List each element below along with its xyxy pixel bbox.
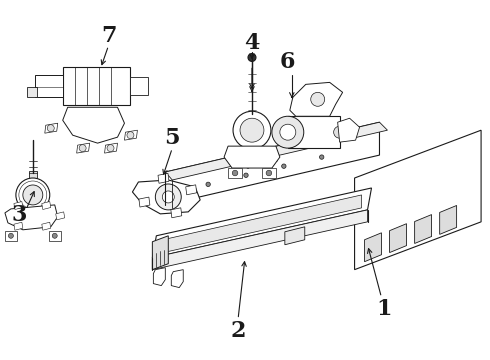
Bar [29, 171, 37, 179]
Text: 4: 4 [245, 32, 260, 54]
Polygon shape [139, 197, 150, 207]
Polygon shape [171, 208, 182, 218]
Text: 6: 6 [280, 51, 295, 73]
Circle shape [52, 233, 57, 238]
Polygon shape [152, 188, 371, 258]
Circle shape [246, 165, 249, 168]
Text: 7: 7 [101, 24, 116, 46]
Circle shape [319, 155, 324, 159]
Polygon shape [63, 107, 124, 143]
Polygon shape [440, 206, 457, 234]
Polygon shape [158, 195, 362, 254]
Circle shape [240, 118, 264, 142]
Circle shape [272, 116, 304, 148]
Polygon shape [152, 236, 168, 270]
Text: 5: 5 [165, 127, 180, 149]
Circle shape [248, 54, 256, 62]
Circle shape [232, 170, 238, 176]
Circle shape [274, 158, 277, 162]
Polygon shape [186, 185, 196, 195]
Bar [5, 231, 17, 241]
Bar [27, 87, 37, 97]
Polygon shape [132, 180, 200, 214]
Circle shape [155, 184, 181, 210]
Circle shape [206, 182, 210, 186]
Polygon shape [152, 210, 368, 270]
Polygon shape [262, 168, 276, 178]
Polygon shape [390, 224, 407, 253]
Polygon shape [365, 233, 382, 262]
Polygon shape [124, 130, 137, 140]
Polygon shape [224, 146, 280, 168]
Polygon shape [165, 122, 388, 180]
Circle shape [334, 126, 345, 138]
Polygon shape [158, 173, 169, 183]
Polygon shape [153, 268, 165, 285]
Polygon shape [14, 222, 23, 230]
Polygon shape [42, 222, 51, 230]
Circle shape [8, 233, 13, 238]
Circle shape [162, 191, 174, 203]
Polygon shape [76, 143, 90, 153]
Text: 2: 2 [230, 320, 246, 342]
Polygon shape [104, 143, 118, 153]
Circle shape [79, 145, 86, 152]
Polygon shape [415, 215, 432, 243]
Polygon shape [290, 82, 343, 116]
Text: 1: 1 [377, 298, 392, 320]
Circle shape [311, 92, 325, 106]
Circle shape [266, 170, 271, 176]
Polygon shape [56, 212, 65, 220]
Circle shape [127, 132, 134, 139]
Polygon shape [355, 130, 481, 270]
Text: 3: 3 [11, 204, 26, 226]
Bar [49, 231, 61, 241]
Polygon shape [42, 202, 51, 210]
Polygon shape [172, 270, 183, 288]
Polygon shape [285, 227, 305, 245]
Bar [63, 67, 130, 105]
Polygon shape [288, 116, 340, 148]
Circle shape [16, 178, 50, 212]
Circle shape [233, 111, 271, 149]
Circle shape [107, 145, 114, 152]
Circle shape [23, 185, 43, 205]
Polygon shape [338, 118, 360, 142]
Circle shape [47, 125, 54, 132]
Polygon shape [165, 122, 379, 205]
Circle shape [282, 164, 286, 168]
Polygon shape [5, 205, 58, 230]
Circle shape [280, 124, 296, 140]
Bar [35, 75, 63, 97]
Polygon shape [45, 123, 58, 133]
Circle shape [244, 173, 248, 177]
Polygon shape [14, 202, 23, 210]
Polygon shape [228, 168, 242, 178]
Bar [130, 77, 148, 95]
